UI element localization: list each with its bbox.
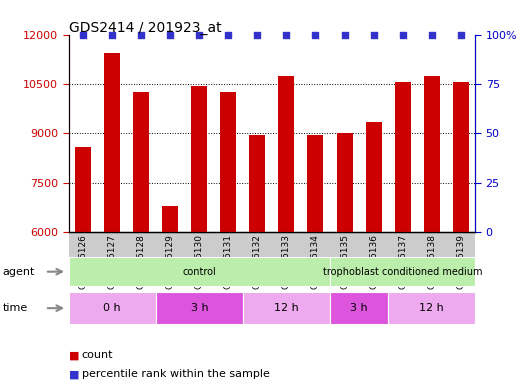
Point: [456, 31, 465, 38]
Text: trophoblast conditioned medium: trophoblast conditioned medium: [323, 266, 483, 277]
Text: control: control: [183, 266, 216, 277]
Point: [253, 31, 262, 38]
Bar: [278, 76, 295, 232]
Text: 12 h: 12 h: [274, 303, 299, 313]
Text: GDS2414 / 201923_at: GDS2414 / 201923_at: [69, 21, 221, 35]
Text: 12 h: 12 h: [419, 303, 444, 313]
Bar: [452, 82, 469, 232]
Point: [369, 31, 378, 38]
Point: [108, 31, 116, 38]
Bar: [191, 86, 208, 232]
Text: agent: agent: [3, 266, 35, 277]
Bar: [307, 135, 324, 232]
Point: [79, 31, 88, 38]
Point: [137, 31, 146, 38]
Point: [399, 31, 407, 38]
Point: [224, 31, 232, 38]
Point: [428, 31, 436, 38]
Bar: [220, 92, 237, 232]
Bar: [365, 122, 382, 232]
Text: percentile rank within the sample: percentile rank within the sample: [82, 369, 270, 379]
Text: ■: ■: [69, 350, 79, 360]
Point: [312, 31, 320, 38]
Bar: [249, 135, 266, 232]
Point: [282, 31, 290, 38]
Text: count: count: [82, 350, 114, 360]
Bar: [133, 92, 149, 232]
Bar: [162, 206, 178, 232]
Text: 3 h: 3 h: [350, 303, 368, 313]
Text: 0 h: 0 h: [103, 303, 121, 313]
Text: ■: ■: [69, 369, 79, 379]
Point: [166, 31, 174, 38]
Text: time: time: [3, 303, 28, 313]
Bar: [394, 82, 411, 232]
Bar: [423, 76, 440, 232]
Point: [340, 31, 348, 38]
Point: [195, 31, 204, 38]
Bar: [104, 53, 120, 232]
Bar: [75, 147, 91, 232]
Bar: [336, 134, 353, 232]
Text: 3 h: 3 h: [191, 303, 208, 313]
